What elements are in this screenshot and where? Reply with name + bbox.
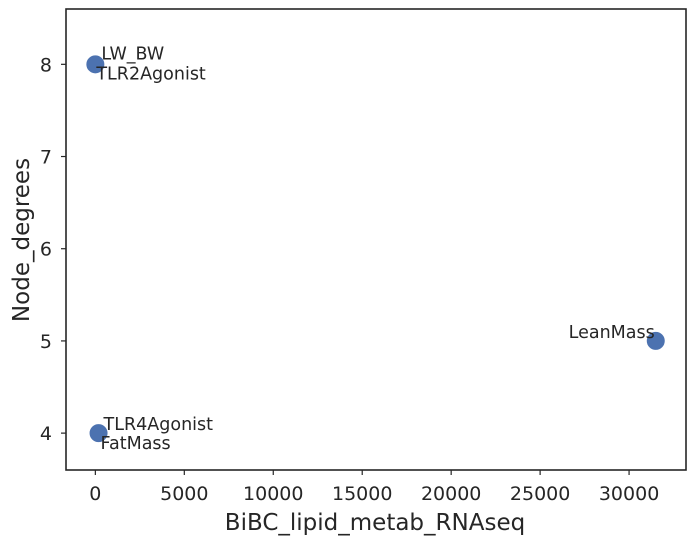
x-tick-label: 15000 [332,483,392,505]
scatter-point [88,423,109,444]
data-points [85,54,666,444]
y-axis-label: Node_degrees [9,158,35,322]
x-axis-ticks: 0 5000 10000 15000 20000 25000 30000 [89,470,659,505]
point-annotation: LeanMass [569,323,655,343]
x-tick-label: 25000 [510,483,570,505]
x-tick-label: 30000 [599,483,659,505]
y-tick-label: 7 [40,147,52,169]
y-tick-label: 5 [40,331,52,353]
y-tick-label: 4 [40,423,52,445]
x-tick-label: 10000 [243,483,303,505]
x-tick-label: 5000 [160,483,208,505]
x-axis-label: BiBC_lipid_metab_RNAseq [225,510,525,536]
scatter-point [85,54,106,75]
y-tick-label: 6 [40,239,52,261]
plot-area [65,8,687,471]
point-annotation: TLR4Agonist [103,415,214,435]
point-annotation: TLR2Agonist [95,64,206,84]
y-axis-ticks: 4 5 6 7 8 [40,54,66,445]
y-tick-label: 8 [40,54,52,76]
x-tick-label: 0 [89,483,101,505]
x-tick-label: 20000 [421,483,481,505]
scatter-point [645,330,666,351]
point-annotation: FatMass [101,434,171,454]
point-annotation: LW_BW [101,44,164,64]
